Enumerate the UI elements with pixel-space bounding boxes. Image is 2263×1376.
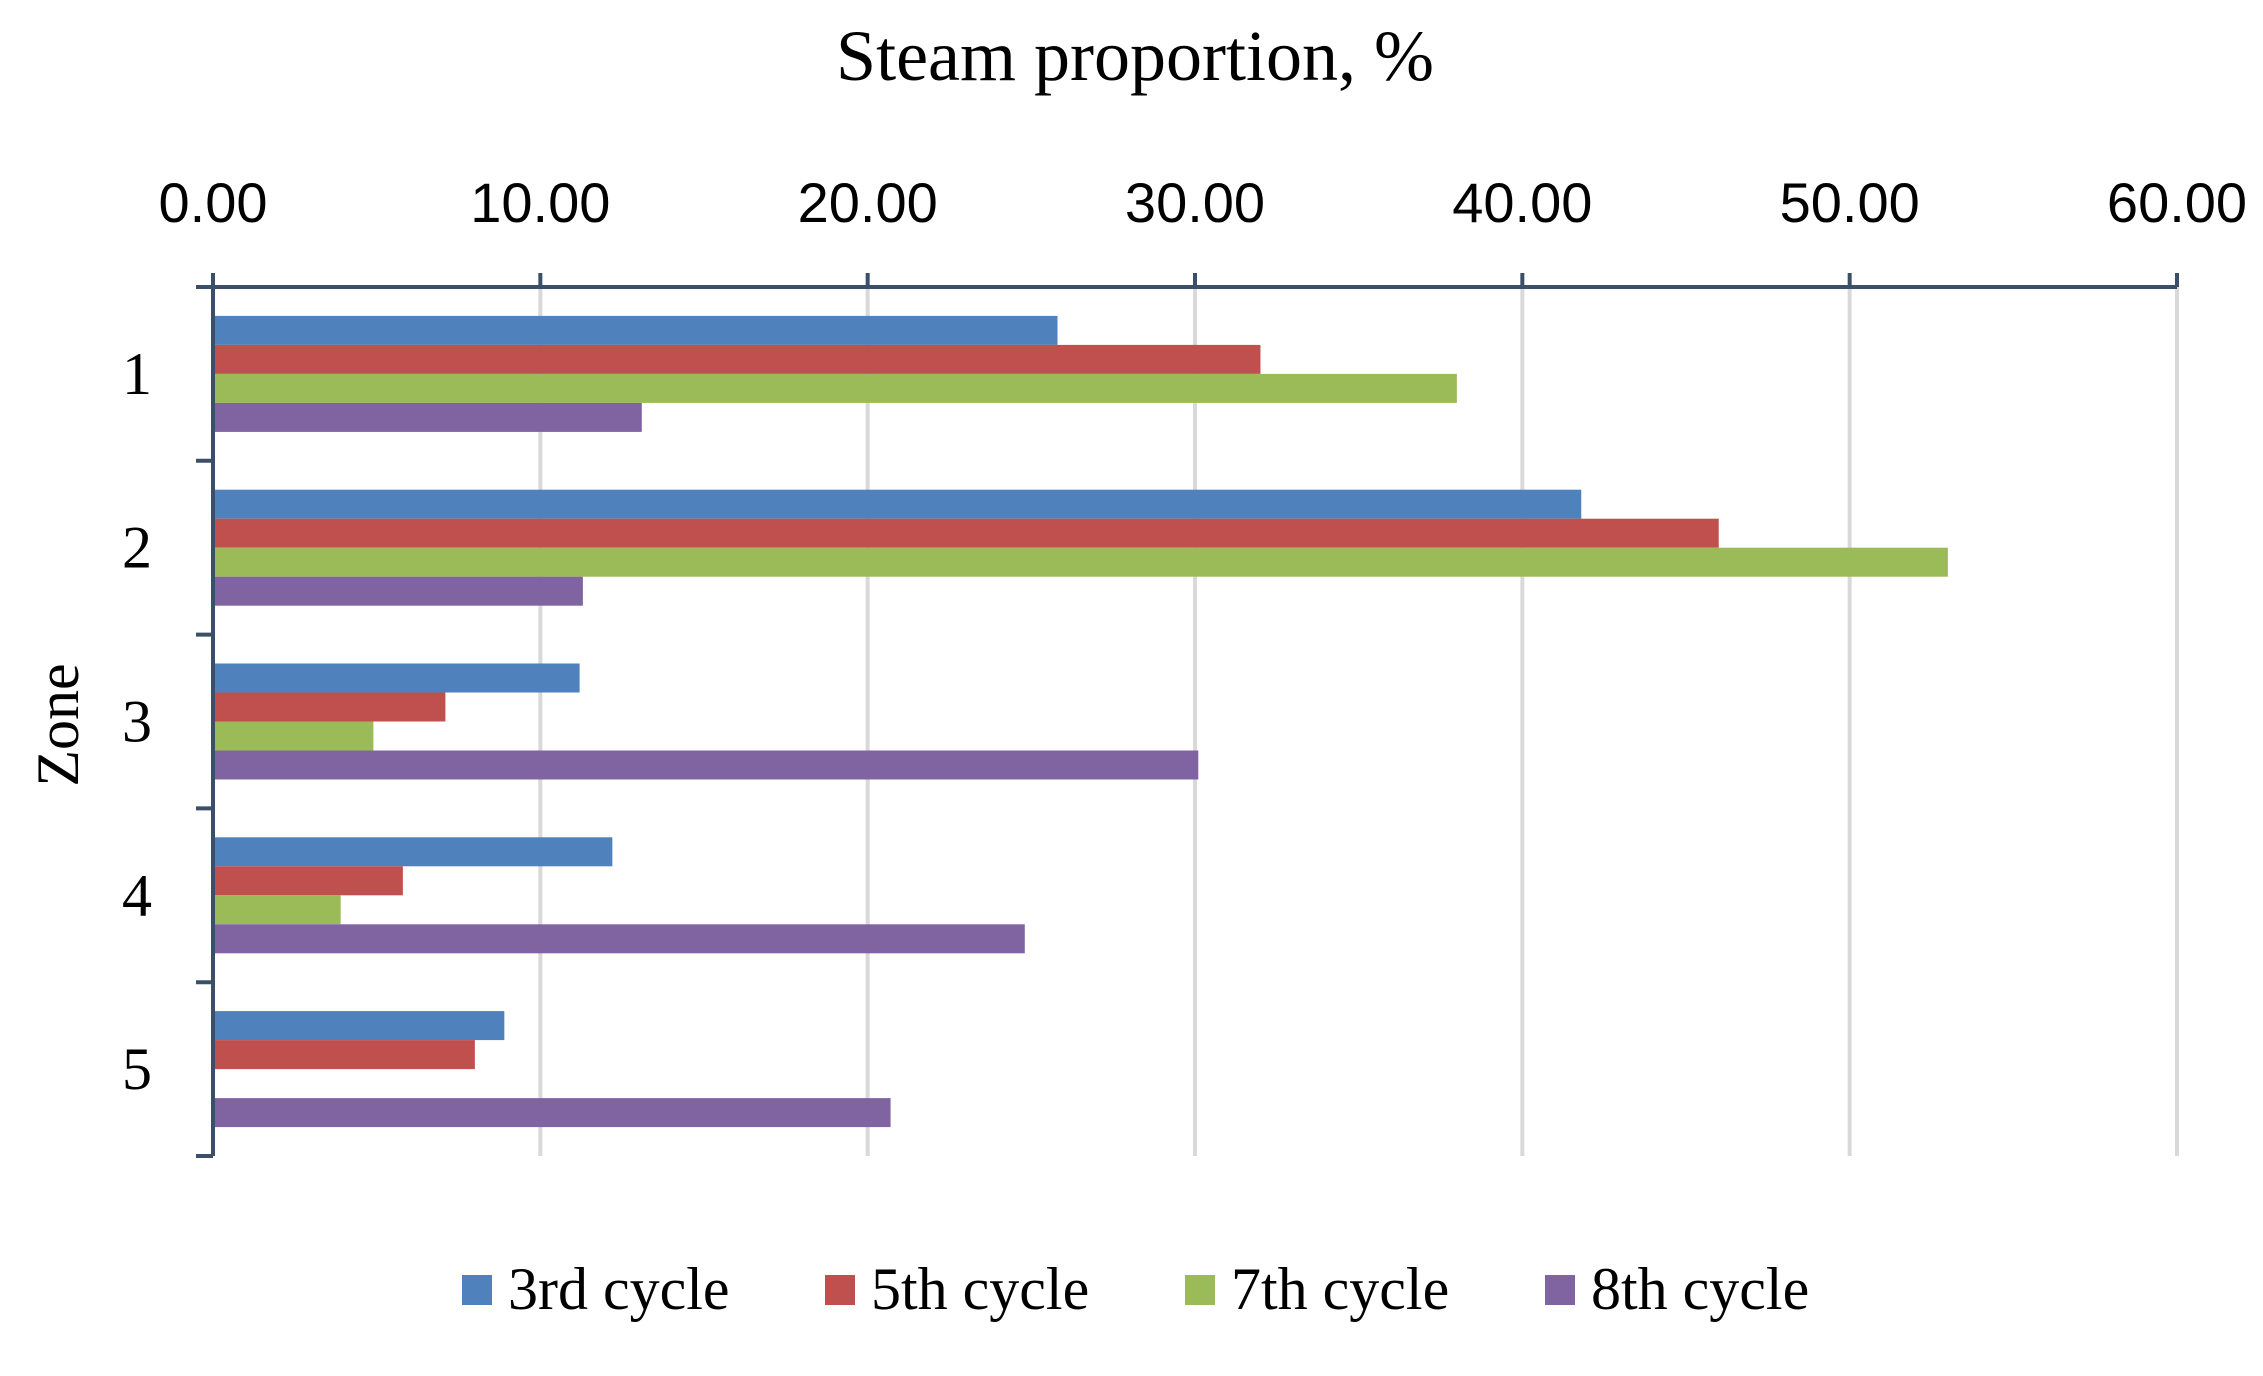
x-tick-labels: 0.00 10.00 20.00 30.00 40.00 50.00 60.00 [159,171,2248,234]
x-tick-label: 30.00 [1125,171,1265,234]
y-tick-label: 4 [122,862,152,928]
legend-swatch [825,1275,855,1305]
gridlines [538,287,2179,1156]
bar-zone-3-7th-cycle [215,721,374,751]
legend-label: 3rd cycle [508,1256,730,1322]
bar-zone-4-8th-cycle [215,924,1025,954]
x-tick-label: 0.00 [159,171,268,234]
legend-swatch [462,1275,492,1305]
bar-zone-2-5th-cycle [215,518,1719,548]
x-tick-label: 50.00 [1780,171,1920,234]
legend-label: 7th cycle [1231,1256,1449,1322]
bar-zone-5-5th-cycle [215,1040,475,1070]
x-tick-label: 40.00 [1452,171,1592,234]
bar-zone-5-8th-cycle [215,1098,891,1128]
legend-label: 5th cycle [871,1256,1089,1322]
bar-zone-2-3rd-cycle [215,489,1582,519]
bar-zone-1-5th-cycle [215,344,1261,374]
bar-zone-1-3rd-cycle [215,315,1058,345]
axes [196,273,2179,1158]
legend-swatch [1185,1275,1215,1305]
bar-zone-2-8th-cycle [215,576,583,606]
bar-zone-5-3rd-cycle [215,1011,505,1041]
y-tick-label: 3 [122,689,152,755]
legend-label: 8th cycle [1591,1256,1809,1322]
legend: 3rd cycle 5th cycle 7th cycle 8th cycle [462,1256,1809,1322]
x-tick-label: 20.00 [798,171,938,234]
y-tick-label: 5 [122,1036,152,1102]
bars [215,315,1948,1128]
bar-zone-3-8th-cycle [215,750,1199,780]
bar-zone-4-7th-cycle [215,895,341,925]
bar-zone-4-3rd-cycle [215,837,613,867]
bar-zone-2-7th-cycle [215,547,1948,577]
bar-zone-1-8th-cycle [215,402,642,432]
y-tick-label: 2 [122,515,152,581]
bar-zone-1-7th-cycle [215,373,1457,403]
y-axis-label: Zone [25,663,91,786]
bar-zone-3-3rd-cycle [215,663,580,693]
chart-title: Steam proportion, % [836,16,1434,96]
bar-zone-3-5th-cycle [215,692,446,722]
x-tick-label: 10.00 [470,171,610,234]
y-tick-label: 1 [122,341,152,407]
bar-zone-4-5th-cycle [215,866,403,896]
y-tick-labels: 1 2 3 4 5 [122,341,152,1102]
x-tick-label: 60.00 [2107,171,2247,234]
legend-swatch [1545,1275,1575,1305]
